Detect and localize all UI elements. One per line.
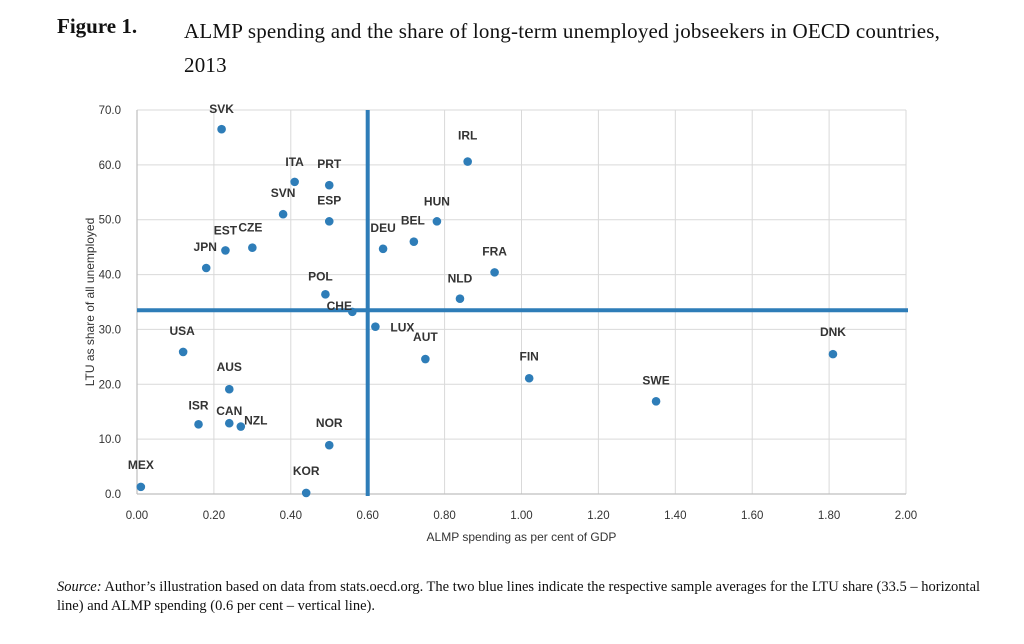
point-label-hun: HUN (424, 194, 450, 208)
point-label-mex: MEX (128, 458, 154, 472)
data-point-fra (490, 268, 499, 277)
y-tick-label: 0.0 (105, 489, 121, 501)
x-tick-label: 1.00 (510, 510, 532, 522)
x-tick-label: 1.40 (664, 510, 686, 522)
data-point-isr (194, 420, 203, 429)
data-point-irl (463, 157, 472, 166)
source-prefix: Source: (57, 579, 102, 595)
data-point-deu (378, 244, 388, 254)
data-point-che (348, 307, 357, 317)
scatter-chart: 0.0 10.0 20.0 30.0 40.0 50.0 60.0 70.0 0.00 0.20 0… (83, 102, 917, 544)
data-point-esp (324, 217, 334, 226)
x-tick-label: 1.20 (587, 510, 609, 522)
x-tick-label: 0.40 (280, 510, 302, 522)
y-tick-label: 20.0 (99, 379, 121, 391)
y-tick-label: 40.0 (99, 270, 121, 282)
figure-title: ALMP spending and the share of long-term… (184, 19, 941, 77)
point-label-bel: BEL (401, 214, 425, 228)
data-point-aut (421, 354, 430, 364)
point-label-che: CHE (327, 299, 352, 313)
data-point-aus (224, 384, 234, 394)
y-tick-label: 10.0 (99, 434, 121, 446)
figure-label: Figure 1. (57, 14, 138, 38)
data-point-est (221, 246, 230, 255)
y-tick-label: 60.0 (99, 160, 121, 172)
data-point-can (224, 418, 234, 428)
data-point-pol (321, 290, 330, 299)
data-point-dnk (828, 349, 838, 359)
point-label-nzl: NZL (244, 414, 267, 428)
data-point-nzl (236, 422, 246, 431)
x-tick-label: 2.00 (895, 510, 917, 522)
point-label-fin: FIN (520, 349, 539, 363)
y-tick-label: 30.0 (99, 324, 121, 336)
x-tick-label: 0.80 (433, 510, 455, 522)
data-point-kor (301, 488, 311, 498)
data-point-bel (409, 237, 419, 246)
point-label-swe: SWE (642, 373, 669, 387)
point-label-lux: LUX (390, 321, 414, 335)
point-label-nor: NOR (316, 416, 343, 430)
x-tick-label: 1.80 (818, 510, 840, 522)
x-tick-label: 0.60 (357, 510, 379, 522)
x-tick-label: 0.20 (203, 510, 225, 522)
point-label-jpn: JPN (194, 240, 217, 254)
point-label-dnk: DNK (820, 325, 846, 339)
point-label-irl: IRL (458, 129, 477, 143)
point-label-pol: POL (308, 269, 333, 283)
point-label-isr: ISR (189, 398, 209, 412)
x-tick-label: 0.00 (126, 510, 148, 522)
point-label-svk: SVK (209, 102, 234, 116)
data-point-cze (248, 243, 257, 252)
y-axis-title: LTU as share of all unemployed (83, 218, 97, 387)
point-label-prt: PRT (317, 157, 342, 171)
point-label-cze: CZE (238, 221, 262, 235)
point-label-aut: AUT (413, 330, 438, 344)
point-label-fra: FRA (482, 244, 507, 258)
point-label-nld: NLD (448, 272, 473, 286)
point-label-esp: ESP (317, 193, 341, 207)
x-axis-title: ALMP spending as per cent of GDP (427, 530, 617, 544)
data-point-ita (290, 177, 299, 187)
data-point-prt (324, 180, 334, 190)
data-point-usa (178, 347, 188, 357)
data-point-mex (136, 482, 146, 492)
source-note: Source: Author’s illustration based on d… (57, 578, 987, 616)
data-point-hun (432, 217, 442, 226)
data-point-fin (524, 373, 534, 383)
data-point-jpn (201, 263, 211, 273)
point-label-deu: DEU (370, 221, 395, 235)
point-label-usa: USA (169, 324, 195, 338)
data-point-swe (651, 396, 661, 406)
data-point-svn (278, 209, 288, 219)
y-tick-label: 50.0 (99, 215, 121, 227)
point-label-ita: ITA (285, 155, 304, 169)
data-point-nor (324, 440, 334, 450)
data-point-lux (371, 322, 380, 331)
source-text: Author’s illustration based on data from… (57, 579, 981, 614)
data-point-svk (217, 124, 226, 134)
point-label-aus: AUS (217, 360, 242, 374)
y-tick-label: 70.0 (99, 105, 121, 117)
point-label-est: EST (214, 223, 238, 237)
point-label-kor: KOR (293, 464, 320, 478)
point-label-svn: SVN (271, 186, 296, 200)
x-tick-label: 1.60 (741, 510, 763, 522)
data-point-nld (455, 294, 465, 304)
point-label-can: CAN (216, 404, 242, 418)
